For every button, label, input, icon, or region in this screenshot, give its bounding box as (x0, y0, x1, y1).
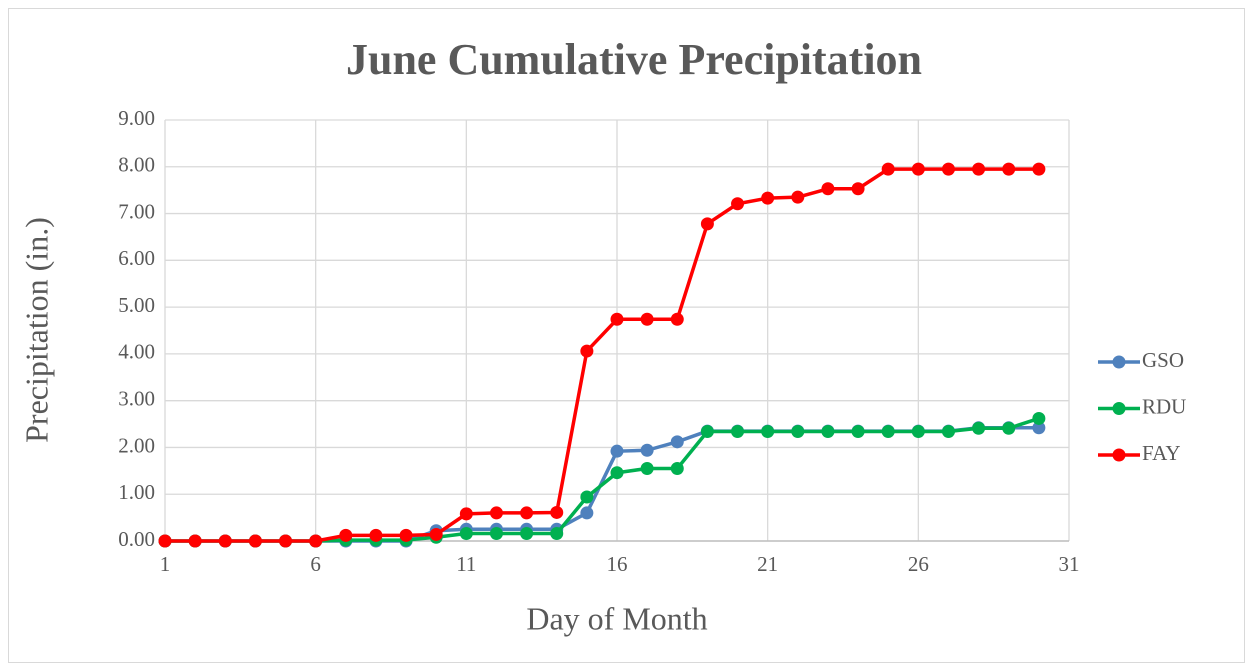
data-point (309, 534, 323, 548)
data-point (158, 534, 172, 548)
data-point (670, 312, 684, 326)
data-point (550, 527, 564, 541)
data-point (670, 435, 684, 449)
data-point (881, 162, 895, 176)
data-point (1032, 421, 1046, 435)
data-point (851, 425, 865, 439)
data-point (761, 425, 775, 439)
data-point (640, 461, 654, 475)
data-point (550, 505, 564, 519)
x-axis-label: Day of Month (526, 600, 707, 636)
data-point (640, 312, 654, 326)
data-point (700, 217, 714, 231)
data-point (399, 528, 413, 542)
y-tick-label: 0.00 (118, 527, 155, 551)
x-tick-label: 21 (757, 552, 778, 576)
data-point (1032, 162, 1046, 176)
x-tick-label: 11 (456, 552, 476, 576)
data-point (761, 191, 775, 205)
legend-label: FAY (1142, 441, 1181, 465)
legend-marker (1112, 448, 1126, 462)
data-point (339, 528, 353, 542)
data-point (188, 534, 202, 548)
data-point (459, 527, 473, 541)
data-point (610, 444, 624, 458)
data-point (821, 425, 835, 439)
data-point (821, 182, 835, 196)
y-tick-label: 7.00 (118, 199, 155, 223)
legend-label: GSO (1142, 348, 1184, 372)
data-point (851, 182, 865, 196)
data-point (700, 425, 714, 439)
x-tick-label: 6 (310, 552, 321, 576)
data-point (279, 534, 293, 548)
y-tick-label: 8.00 (118, 153, 155, 177)
data-point (520, 527, 534, 541)
data-point (640, 443, 654, 457)
data-point (670, 461, 684, 475)
data-point (731, 425, 745, 439)
x-tick-label: 26 (908, 552, 929, 576)
data-point (459, 507, 473, 521)
y-tick-label: 5.00 (118, 293, 155, 317)
data-point (369, 528, 383, 542)
legend-marker (1112, 355, 1126, 369)
data-point (972, 421, 986, 435)
chart-frame (8, 8, 1245, 663)
data-point (941, 425, 955, 439)
y-axis-label: Precipitation (in.) (18, 217, 54, 443)
data-point (429, 527, 443, 541)
data-point (580, 490, 594, 504)
data-point (1032, 411, 1046, 425)
data-point (881, 425, 895, 439)
x-tick-label: 1 (160, 552, 171, 576)
data-point (610, 466, 624, 480)
data-point (972, 162, 986, 176)
data-point (248, 534, 262, 548)
data-point (489, 506, 503, 520)
x-tick-label: 16 (607, 552, 628, 576)
data-point (520, 506, 534, 520)
y-tick-label: 2.00 (118, 433, 155, 457)
data-point (791, 425, 805, 439)
data-point (791, 190, 805, 204)
data-point (731, 197, 745, 211)
y-tick-label: 9.00 (118, 106, 155, 130)
y-tick-label: 6.00 (118, 246, 155, 270)
legend-marker (1112, 402, 1126, 415)
y-tick-label: 4.00 (118, 340, 155, 364)
y-tick-label: 1.00 (118, 480, 155, 504)
data-point (911, 425, 925, 439)
data-point (1002, 421, 1016, 435)
data-point (580, 506, 594, 520)
y-tick-label: 3.00 (118, 386, 155, 410)
data-point (911, 162, 925, 176)
data-point (580, 344, 594, 358)
data-point (1002, 162, 1016, 176)
data-point (610, 312, 624, 326)
legend-label: RDU (1142, 394, 1186, 418)
data-point (218, 534, 232, 548)
chart-title: June Cumulative Precipitation (346, 35, 922, 84)
data-point (489, 527, 503, 541)
data-point (941, 162, 955, 176)
x-tick-label: 31 (1059, 552, 1080, 576)
